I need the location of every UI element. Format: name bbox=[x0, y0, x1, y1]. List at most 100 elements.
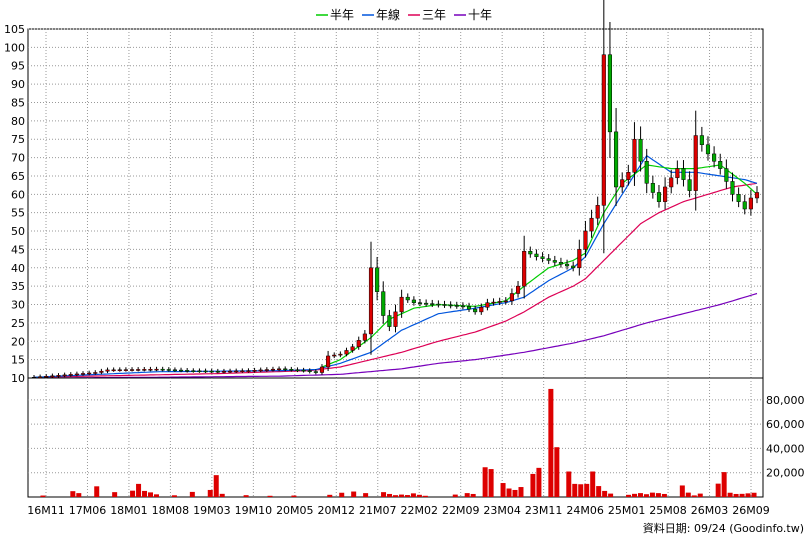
candle-body bbox=[148, 369, 153, 371]
legend-label-half-year: 半年 bbox=[330, 8, 354, 22]
candle-body bbox=[252, 370, 257, 372]
volume-bar bbox=[482, 467, 488, 497]
price-y-tick-label: 40 bbox=[11, 262, 25, 275]
price-y-tick-label: 35 bbox=[11, 280, 25, 293]
x-tick-label: 18M01 bbox=[110, 504, 148, 517]
volume-bar bbox=[351, 491, 357, 497]
candle-body bbox=[332, 354, 337, 357]
candle-body bbox=[228, 370, 233, 373]
candle-body bbox=[313, 371, 318, 373]
volume-bar bbox=[189, 491, 195, 497]
candle-body bbox=[270, 368, 276, 371]
volume-bar bbox=[112, 492, 118, 497]
candle-body bbox=[203, 370, 208, 373]
candle-body bbox=[362, 333, 367, 341]
x-tick-label: 20M12 bbox=[318, 504, 356, 517]
candle-body bbox=[356, 340, 361, 348]
volume-bar bbox=[554, 447, 560, 497]
volume-bar bbox=[291, 495, 297, 497]
volume-bar bbox=[590, 471, 596, 497]
volume-bar bbox=[363, 493, 369, 497]
candle-body bbox=[522, 251, 527, 287]
candle-body bbox=[399, 296, 404, 313]
x-tick-label: 25M08 bbox=[649, 504, 687, 517]
x-axis: 16M11 17M06 18M01 18M08 19M03 19M10 20M05 20M12… bbox=[27, 504, 770, 517]
price-y-tick-label: 95 bbox=[11, 60, 25, 73]
volume-bar bbox=[655, 493, 661, 497]
x-tick-label: 17M06 bbox=[69, 504, 107, 517]
candle-body bbox=[644, 161, 649, 184]
price-y-tick-label: 90 bbox=[11, 78, 25, 91]
volume-plot-area bbox=[27, 377, 764, 498]
x-tick-label: 22M09 bbox=[442, 504, 480, 517]
three-year-ma-line bbox=[33, 182, 758, 378]
candle-body bbox=[687, 179, 692, 191]
x-tick-label: 23M11 bbox=[525, 504, 563, 517]
volume-bar bbox=[148, 492, 154, 497]
candle-body bbox=[117, 369, 122, 371]
candle-body bbox=[424, 302, 429, 305]
volume-bar bbox=[685, 492, 691, 497]
candle-body bbox=[99, 370, 104, 373]
volume-bar bbox=[393, 495, 398, 497]
candle-body bbox=[754, 192, 760, 199]
volume-bar bbox=[733, 493, 739, 497]
candle-body bbox=[430, 303, 435, 305]
candle-body bbox=[460, 305, 465, 308]
volume-bar bbox=[643, 494, 649, 497]
candle-body bbox=[136, 369, 141, 371]
price-y-tick-label: 55 bbox=[11, 207, 25, 220]
price-y-tick-label: 20 bbox=[11, 335, 25, 348]
volume-bar bbox=[500, 483, 506, 497]
candle-body bbox=[350, 346, 355, 351]
volume-bar bbox=[267, 495, 273, 497]
candle-body bbox=[111, 369, 116, 372]
candle-body bbox=[736, 194, 741, 202]
candle-body bbox=[724, 168, 729, 182]
volume-bar bbox=[584, 483, 590, 497]
volume-bar bbox=[213, 475, 219, 497]
volume-bar bbox=[94, 486, 100, 497]
candle-body bbox=[80, 373, 86, 375]
candle-body bbox=[411, 299, 416, 303]
legend-label-three-year: 三年 bbox=[422, 8, 446, 22]
volume-y-tick-label: 20,000 bbox=[766, 467, 805, 480]
candle-body bbox=[344, 350, 349, 355]
x-tick-label: 19M10 bbox=[235, 504, 273, 517]
volume-bar bbox=[452, 494, 458, 497]
candle-body bbox=[240, 370, 245, 373]
legend: 半年 年線 三年 十年 bbox=[316, 7, 492, 22]
candle-body bbox=[473, 308, 478, 313]
volume-bar bbox=[578, 484, 584, 497]
volume-bar bbox=[76, 493, 82, 497]
price-y-tick-label: 50 bbox=[11, 225, 25, 238]
candle-body bbox=[326, 355, 331, 368]
price-y-tick-label: 70 bbox=[11, 152, 25, 165]
candle-body bbox=[338, 353, 343, 356]
volume-bar bbox=[518, 487, 524, 497]
volume-bar bbox=[387, 493, 393, 497]
candle-body bbox=[601, 54, 606, 206]
volume-bar bbox=[70, 491, 76, 497]
volume-bar bbox=[679, 485, 685, 497]
volume-bar-series bbox=[40, 388, 757, 497]
candle-body bbox=[705, 144, 711, 155]
price-y-tick-label: 75 bbox=[11, 133, 25, 146]
volume-bar bbox=[339, 492, 345, 497]
volume-bar bbox=[721, 472, 727, 497]
candle-body bbox=[718, 161, 723, 169]
candle-body bbox=[491, 301, 496, 304]
volume-bar bbox=[207, 489, 213, 497]
candle-body bbox=[503, 300, 508, 303]
legend-label-ten-year: 十年 bbox=[468, 8, 492, 22]
candle-body bbox=[234, 370, 239, 373]
volume-bar bbox=[153, 494, 159, 497]
x-tick-label: 19M03 bbox=[193, 504, 231, 517]
volume-bar bbox=[536, 467, 542, 497]
volume-bar bbox=[142, 490, 148, 497]
volume-bar bbox=[130, 490, 136, 497]
volume-bar bbox=[715, 483, 721, 497]
candle-body bbox=[730, 181, 735, 195]
volume-bar bbox=[745, 493, 751, 497]
